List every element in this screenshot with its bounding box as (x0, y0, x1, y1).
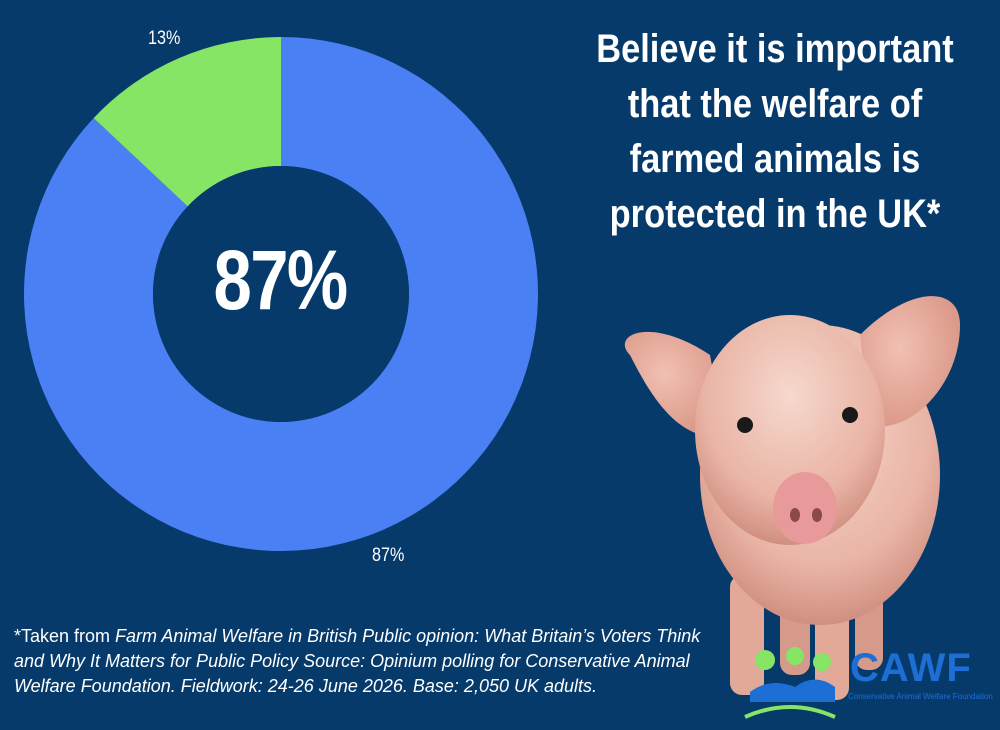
center-percentage: 87% (213, 232, 349, 327)
donut-slice-13 (93, 37, 281, 207)
headline-line-4: protected in the UK* (609, 192, 941, 236)
logo-subtitle: Conservative Animal Welfare Foundation (848, 692, 993, 701)
cawf-logo-icon (744, 647, 836, 719)
footnote-prefix: *Taken from (14, 626, 116, 646)
logo-text: CAWF (850, 646, 972, 690)
donut-slice-87 (23, 37, 539, 551)
piglet-image (624, 296, 960, 700)
footnote-source-title: Farm Animal Welfare in British Public op… (14, 626, 701, 696)
cawf-logo: CAWF Conservative Animal Welfare Foundat… (740, 642, 993, 722)
footnote: *Taken from Farm Animal Welfare in Briti… (14, 624, 714, 699)
donut-hole (153, 166, 409, 422)
slice-label-13: 13% (148, 28, 181, 49)
headline: Believe it is important that the welfare… (560, 22, 990, 242)
donut-chart (23, 37, 539, 551)
headline-line-1: Believe it is important (596, 27, 954, 71)
slice-label-87: 87% (372, 545, 405, 566)
headline-line-2: that the welfare of (627, 82, 923, 126)
headline-line-3: farmed animals is (629, 137, 921, 181)
